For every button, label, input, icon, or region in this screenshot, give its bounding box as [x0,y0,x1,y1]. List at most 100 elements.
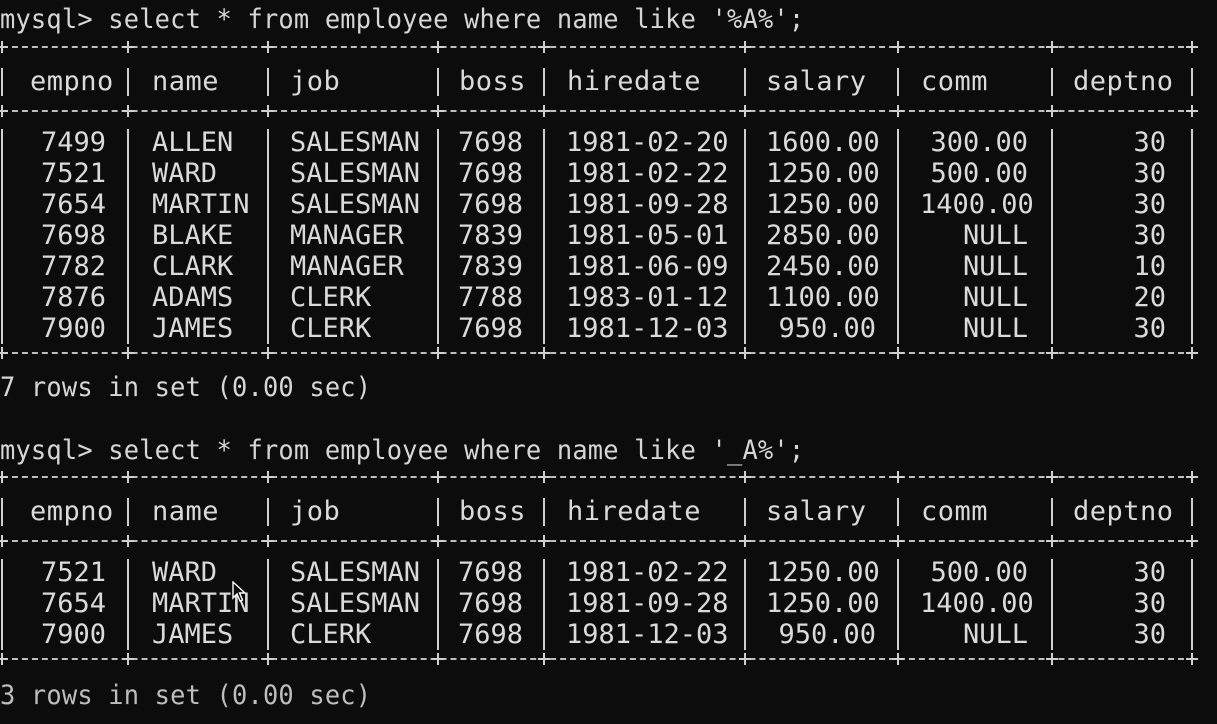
table-column-divider [127,559,129,650]
table-column-divider [1051,68,1053,96]
table-cell-job: SALESMAN [290,158,421,189]
table-cell-job: CLERK [290,282,372,313]
table-corner [892,471,904,483]
table-row: 7654 MARTIN SALESMAN 7698 1981-09-28 1250.00 1… [0,189,1217,220]
table-corner [0,653,8,665]
table-corner [122,471,134,483]
table-cell-job: SALESMAN [290,189,421,220]
column-header-deptno: deptno [1073,496,1174,527]
table-corner [0,471,8,483]
table-cell-name: WARD [152,158,218,189]
table-column-divider [1191,68,1193,96]
table-cell-job: CLERK [290,313,372,344]
table-cell-salary: 1100.00 [766,282,880,313]
table-cell-salary: 1250.00 [766,158,880,189]
table-cell-comm: NULL [962,251,1028,282]
table-corner [538,41,550,53]
table-column-divider [1,68,3,96]
table-cell-deptno: 30 [1133,189,1166,220]
table-cell-name: ADAMS [152,282,234,313]
table-corner [432,471,444,483]
table-corner [262,535,274,547]
table-corner [739,535,751,547]
table-cell-empno: 7900 [40,619,106,650]
column-header-job: job [290,66,341,97]
table-cell-salary: 950.00 [778,619,876,650]
table-row: 7654 MARTIN SALESMAN 7698 1981-09-28 1250.00 1… [0,588,1217,619]
table-corner [1046,105,1058,117]
table-cell-comm: 1400.00 [920,588,1034,619]
column-header-salary: salary [766,496,867,527]
table-cell-hiredate: 1981-09-28 [566,588,729,619]
table-corner [262,105,274,117]
table-cell-deptno: 30 [1133,127,1166,158]
table-cell-job: MANAGER [290,220,404,251]
table-cell-name: JAMES [152,619,234,650]
table-column-divider [1051,559,1053,650]
table-column-divider [897,129,899,344]
table-cell-empno: 7654 [40,588,106,619]
table-cell-empno: 7698 [40,220,106,251]
table-cell-boss: 7698 [458,189,524,220]
table-corner [892,653,904,665]
column-header-boss: boss [459,496,527,527]
table-column-divider [1191,559,1193,650]
table-cell-name: JAMES [152,313,234,344]
table-row: 7876 ADAMS CLERK 7788 1983-01-12 1100.00 NULL 2… [0,282,1217,313]
table-cell-salary: 2450.00 [766,251,880,282]
table-corner [0,535,8,547]
table-cell-salary: 1250.00 [766,588,880,619]
table-cell-deptno: 30 [1133,158,1166,189]
table-column-divider [744,68,746,96]
table-cell-comm: 300.00 [930,127,1028,158]
table-cell-deptno: 30 [1133,313,1166,344]
table-row: 7698 BLAKE MANAGER 7839 1981-05-01 2850.00 NUL… [0,220,1217,251]
table-corner [538,653,550,665]
column-header-boss: boss [459,66,527,97]
table-corner [432,105,444,117]
table-column-divider [267,559,269,650]
table-cell-name: ALLEN [152,127,234,158]
table-column-divider [897,559,899,650]
table-column-divider [437,129,439,344]
table-cell-job: SALESMAN [290,588,421,619]
table-cell-empno: 7900 [40,313,106,344]
table-column-divider [127,68,129,96]
mouse-pointer-icon [232,581,246,602]
table-corner [262,347,274,359]
table-corner [892,347,904,359]
table-corner [739,653,751,665]
table-cell-boss: 7698 [458,588,524,619]
column-header-empno: empno [30,496,114,527]
table-corner [122,347,134,359]
table-cell-deptno: 10 [1133,251,1166,282]
table-cell-boss: 7839 [458,220,524,251]
table-cell-hiredate: 1981-02-22 [566,158,729,189]
column-header-comm: comm [921,496,989,527]
table-cell-boss: 7788 [458,282,524,313]
table-corner [1186,653,1198,665]
table-corner [122,653,134,665]
table-border-line [2,110,1194,112]
table-cell-job: SALESMAN [290,557,421,588]
table-cell-empno: 7782 [40,251,106,282]
table-corner [432,535,444,547]
table-corner [262,471,274,483]
query-summary-2: 3 rows in set (0.00 sec) [0,680,372,711]
table-corner [432,347,444,359]
table-column-divider [267,68,269,96]
table-cell-comm: 1400.00 [920,189,1034,220]
table-column-divider [437,68,439,96]
table-column-divider [1051,129,1053,344]
table-row: 7782 CLARK MANAGER 7839 1981-06-09 2450.00 NUL… [0,251,1217,282]
query-summary-1: 7 rows in set (0.00 sec) [0,372,372,403]
table-cell-hiredate: 1981-12-03 [566,619,729,650]
table-corner [1046,535,1058,547]
table-corner [739,471,751,483]
table-corner [538,347,550,359]
column-header-empno: empno [30,66,114,97]
table-corner [892,105,904,117]
table-corner [262,653,274,665]
table-corner [1186,41,1198,53]
